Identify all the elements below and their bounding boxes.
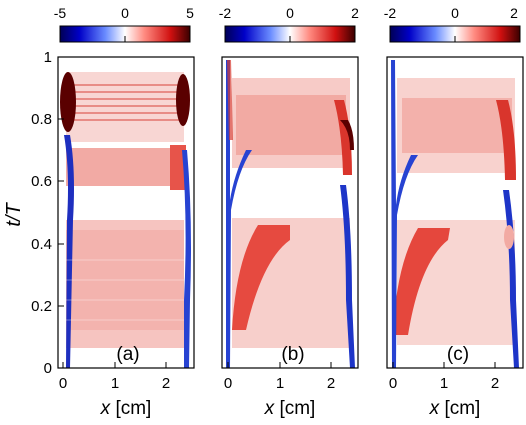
panel-label-a: (a) bbox=[116, 344, 139, 365]
x-axis-var: x bbox=[264, 398, 276, 419]
colorbar-a-tick-label: 0 bbox=[121, 5, 129, 21]
x-axis-label-a: x [cm] bbox=[100, 398, 152, 419]
heatmap-c-spot-right bbox=[504, 225, 514, 249]
y-axis-label: t/T bbox=[3, 202, 25, 227]
heatmap-b-band-left bbox=[232, 225, 290, 330]
x-axis-var: x bbox=[100, 398, 112, 419]
y-tick-label: 0.2 bbox=[31, 298, 52, 315]
axes-frame-c bbox=[386, 56, 524, 369]
heatmap-a-hotspot-left bbox=[60, 72, 76, 132]
colorbar-c-tick-label: 0 bbox=[451, 5, 459, 21]
y-tick-label: 0.6 bbox=[31, 173, 52, 190]
heatmap-c-region-upper-core bbox=[402, 98, 512, 153]
y-tick-label: 0.4 bbox=[31, 236, 52, 253]
x-axis-b bbox=[227, 362, 332, 368]
heatmap-a-band-middle bbox=[66, 148, 184, 186]
x-tick-label: 2 bbox=[162, 375, 170, 392]
panel-label-c: (c) bbox=[447, 344, 469, 365]
x-axis-a bbox=[62, 362, 167, 368]
axes-frame-a bbox=[57, 56, 195, 369]
heatmap-a-hotspot-right bbox=[176, 74, 190, 126]
colorbar-b: -2 0 2 bbox=[219, 5, 359, 43]
colorbar-b-tick-label: 0 bbox=[286, 5, 294, 21]
heatmap-b-wall-right bbox=[340, 185, 355, 368]
heatmap-b bbox=[222, 57, 358, 368]
colorbar-a: -5 0 5 bbox=[54, 5, 194, 43]
panel-a: -5 0 5 bbox=[3, 5, 195, 419]
x-tick-label: 0 bbox=[389, 375, 397, 392]
heatmap-a-wall-left bbox=[64, 135, 74, 368]
y-tick-label: 0 bbox=[44, 360, 52, 377]
x-axis-unit: [cm] bbox=[115, 398, 151, 419]
colorbar-a-tick-label: -5 bbox=[54, 5, 67, 21]
panel-b: -2 0 2 0 1 2 x [cm] (b) bbox=[219, 5, 359, 419]
x-axis-label-b: x [cm] bbox=[264, 398, 316, 419]
panel-label-b: (b) bbox=[281, 344, 304, 365]
x-tick-label: 1 bbox=[276, 375, 284, 392]
colorbar-b-tick-label: -2 bbox=[219, 5, 232, 21]
colorbar-c: -2 0 2 bbox=[384, 5, 521, 43]
heatmap-a-oscillations bbox=[70, 84, 182, 121]
x-tick-label: 1 bbox=[111, 375, 119, 392]
colorbar-b-tick-label: 2 bbox=[351, 5, 359, 21]
heatmap-c-band-right bbox=[496, 100, 516, 180]
y-tick-label: 0.8 bbox=[31, 111, 52, 128]
y-tick-label: 1 bbox=[44, 49, 52, 66]
x-tick-label: 1 bbox=[440, 375, 448, 392]
x-axis-c bbox=[392, 362, 496, 368]
heatmap-c-wall-right bbox=[503, 190, 519, 368]
heatmap-a-stripes bbox=[66, 259, 184, 321]
heatmap-b-region-upper-core bbox=[236, 95, 346, 155]
colorbar-c-tick-label: 2 bbox=[510, 5, 518, 21]
heatmap-a-band-middle-right bbox=[170, 145, 186, 190]
heatmap-b-edge-left bbox=[227, 60, 233, 140]
colorbar-a-tick-label: 5 bbox=[186, 5, 194, 21]
x-tick-label: 2 bbox=[327, 375, 335, 392]
x-tick-label: 0 bbox=[224, 375, 232, 392]
colorbar-c-tick-label: -2 bbox=[384, 5, 397, 21]
heatmap-c-wall-left bbox=[391, 60, 418, 368]
heatmap-b-hotspot-right bbox=[340, 120, 354, 150]
x-axis-unit: [cm] bbox=[279, 398, 315, 419]
x-tick-label: 0 bbox=[59, 375, 67, 392]
heatmap-c-band-left bbox=[393, 228, 450, 335]
axes-frame-b bbox=[221, 56, 359, 369]
heatmap-a-wall-right bbox=[182, 150, 191, 368]
x-axis-var: x bbox=[429, 398, 441, 419]
heatmap-a-region-lower-core bbox=[66, 230, 184, 330]
x-axis-label-c: x [cm] bbox=[429, 398, 481, 419]
x-tick-label: 2 bbox=[491, 375, 499, 392]
heatmap-c bbox=[387, 57, 523, 368]
x-axis-unit: [cm] bbox=[444, 398, 480, 419]
heatmap-a bbox=[58, 57, 194, 368]
heatmap-b-band-right bbox=[334, 100, 352, 175]
heatmap-a-region-upper bbox=[66, 72, 184, 142]
panel-c: -2 0 2 0 1 2 x [cm] (c) bbox=[384, 5, 524, 419]
